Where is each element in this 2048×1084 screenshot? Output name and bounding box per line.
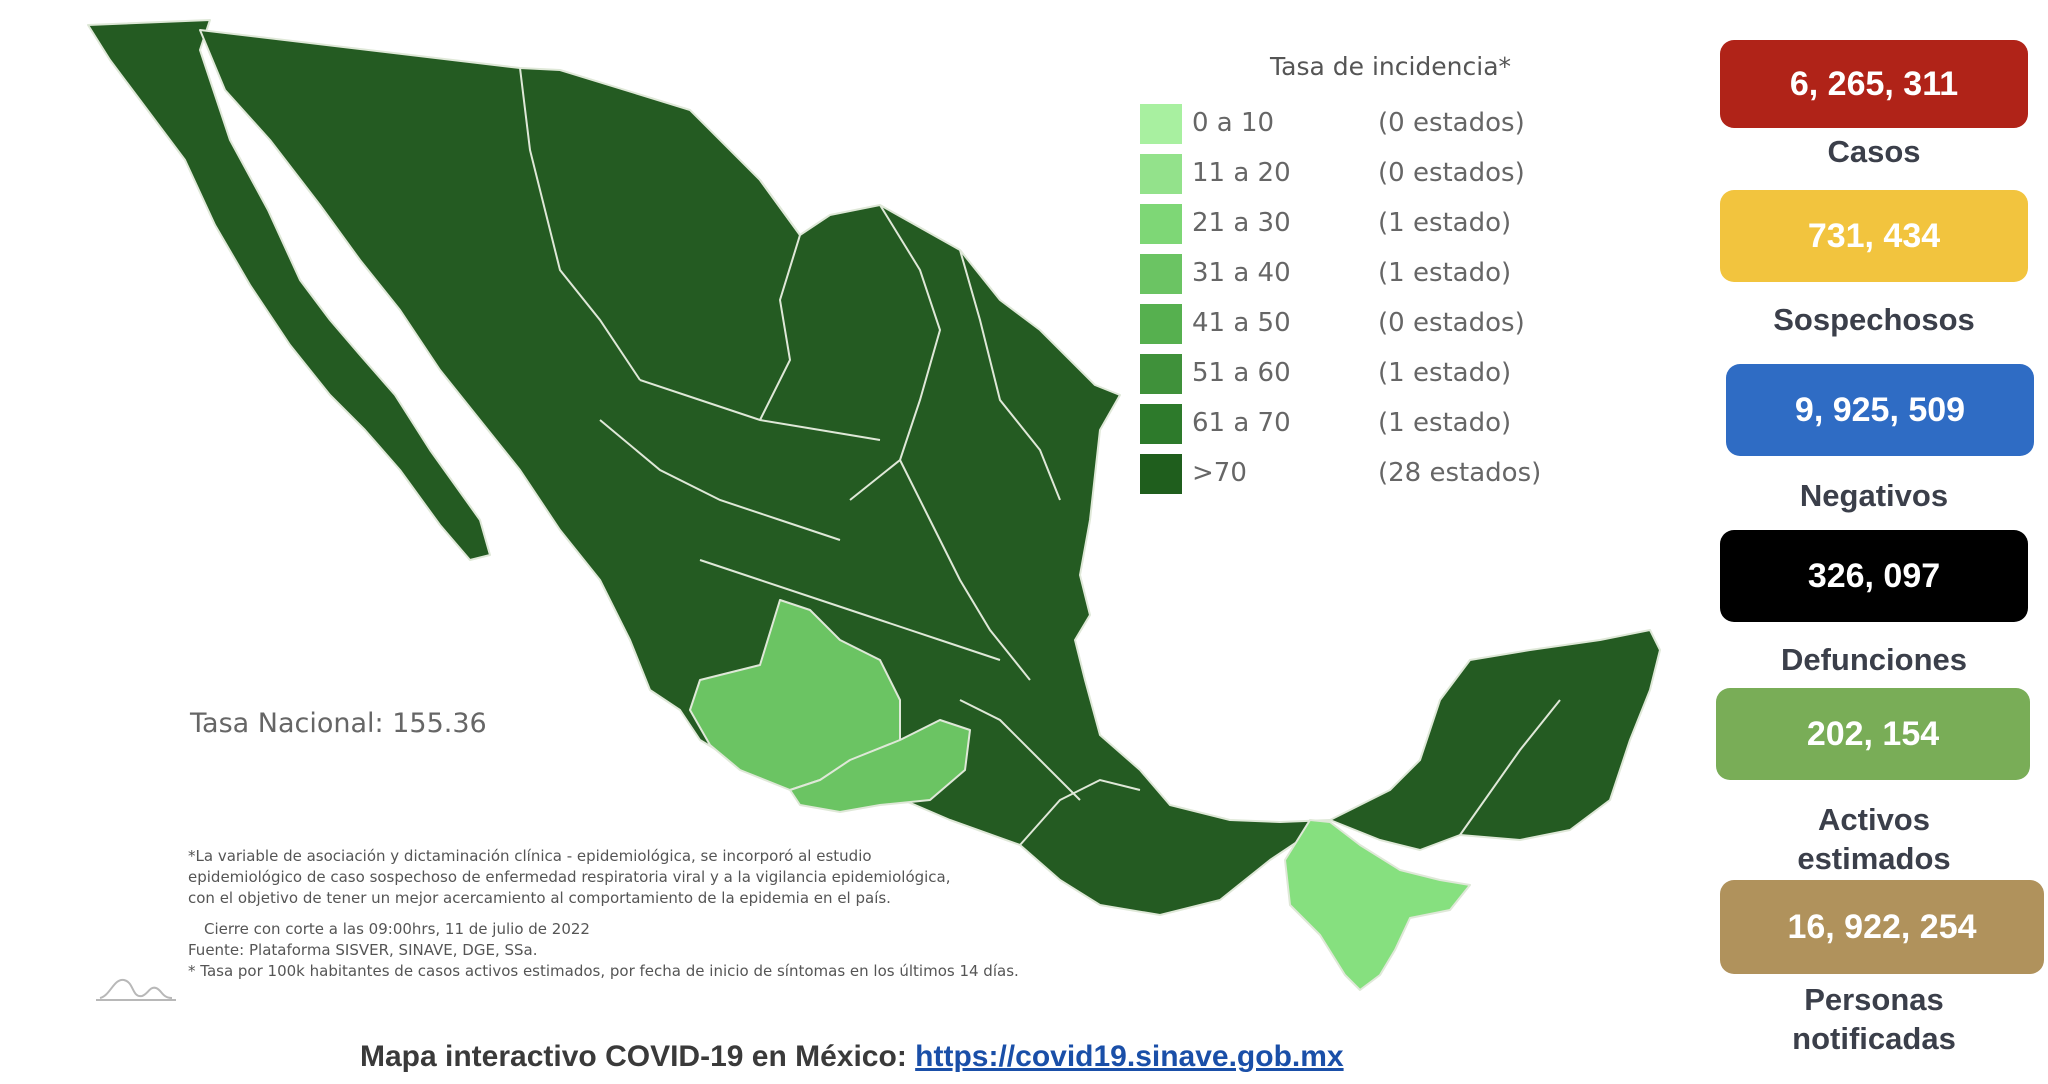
legend-range: >70	[1192, 458, 1247, 488]
legend-range: 41 a 50	[1192, 308, 1291, 338]
note-line-3: con el objetivo de tener un mejor acerca…	[188, 889, 891, 907]
stat-defunciones-label: Defunciones	[1780, 642, 1968, 677]
stat-casos-value: 6, 265, 311	[1789, 64, 1959, 103]
note-fuente: Fuente: Plataforma SISVER, SINAVE, DGE, …	[188, 941, 538, 959]
tasa-nacional: Tasa Nacional: 155.36	[190, 708, 487, 739]
legend-range: 61 a 70	[1192, 408, 1291, 438]
stat-personas-label-1: Personas	[1804, 982, 1944, 1017]
legend-row: 0 a 10 (0 estados)	[1140, 104, 1580, 144]
legend-count: (1 estado)	[1378, 208, 1512, 238]
legend-range: 51 a 60	[1192, 358, 1291, 388]
note-tasa: * Tasa por 100k habitantes de casos acti…	[188, 962, 1019, 980]
notes: *La variable de asociación y dictaminaci…	[188, 846, 1019, 982]
stat-sospechosos-value: 731, 434	[1807, 216, 1941, 255]
stat-personas-box: 16, 922, 254	[1720, 880, 2044, 974]
legend-count: (0 estados)	[1378, 308, 1525, 338]
chiapas-region[interactable]	[1284, 819, 1471, 991]
stat-activos-label-2: estimados	[1797, 841, 1951, 876]
stat-activos-label: Activos estimados	[1709, 800, 2039, 878]
stat-activos-box: 202, 154	[1716, 688, 2030, 780]
state-borders	[519, 67, 1561, 846]
footer-text: Mapa interactivo COVID-19 en México:	[360, 1040, 916, 1073]
stat-defunciones-box: 326, 097	[1720, 530, 2028, 622]
legend-swatch	[1140, 304, 1182, 344]
baja-california-peninsula[interactable]	[87, 19, 491, 561]
footer: Mapa interactivo COVID-19 en México: htt…	[360, 1040, 1344, 1074]
stat-personas-label: Personas notificadas	[1709, 980, 2039, 1058]
stat-activos-value: 202, 154	[1806, 714, 1940, 753]
legend-count: (1 estado)	[1378, 358, 1512, 388]
michoacan-region[interactable]	[789, 719, 971, 813]
legend-count: (1 estado)	[1378, 408, 1512, 438]
stat-negativos-value: 9, 925, 509	[1794, 390, 1966, 429]
legend-row: 51 a 60 (1 estado)	[1140, 354, 1580, 394]
footer-link[interactable]: https://covid19.sinave.gob.mx	[915, 1040, 1344, 1073]
legend-swatch	[1140, 454, 1182, 494]
legend-range: 31 a 40	[1192, 258, 1291, 288]
legend-swatch	[1140, 204, 1182, 244]
note-line-2: epidemiológico de caso sospechoso de enf…	[188, 868, 951, 886]
stat-negativos-label: Negativos	[1799, 478, 1949, 513]
stat-sospechosos-label: Sospechosos	[1773, 302, 1975, 337]
legend-count: (0 estados)	[1378, 158, 1525, 188]
logo-icon	[96, 978, 176, 1001]
legend-swatch	[1140, 254, 1182, 294]
legend-swatch	[1140, 104, 1182, 144]
legend-count: (0 estados)	[1378, 108, 1525, 138]
legend-row: 41 a 50 (0 estados)	[1140, 304, 1580, 344]
note-line-1: *La variable de asociación y dictaminaci…	[188, 847, 872, 865]
yucatan-peninsula[interactable]	[1329, 629, 1661, 851]
note-cierre: Cierre con corte a las 09:00hrs, 11 de j…	[204, 920, 590, 938]
legend-row: 21 a 30 (1 estado)	[1140, 204, 1580, 244]
legend-row: 11 a 20 (0 estados)	[1140, 154, 1580, 194]
legend-range: 0 a 10	[1192, 108, 1275, 138]
legend-range: 11 a 20	[1192, 158, 1291, 188]
stat-negativos-box: 9, 925, 509	[1726, 364, 2034, 456]
stat-personas-value: 16, 922, 254	[1787, 907, 1977, 946]
legend-row: 61 a 70 (1 estado)	[1140, 404, 1580, 444]
legend-swatch	[1140, 354, 1182, 394]
legend-swatch	[1140, 404, 1182, 444]
stat-personas-label-2: notificadas	[1792, 1021, 1956, 1056]
legend-range: 21 a 30	[1192, 208, 1291, 238]
stat-casos-label: Casos	[1827, 134, 1921, 169]
stat-activos-label-1: Activos	[1818, 802, 1930, 837]
legend-swatch	[1140, 154, 1182, 194]
legend-row: 31 a 40 (1 estado)	[1140, 254, 1580, 294]
legend-count: (28 estados)	[1378, 458, 1542, 488]
stat-casos-box: 6, 265, 311	[1720, 40, 2028, 128]
legend-count: (1 estado)	[1378, 258, 1512, 288]
stat-sospechosos-box: 731, 434	[1720, 190, 2028, 282]
stat-defunciones-value: 326, 097	[1807, 556, 1941, 595]
legend-title: Tasa de incidencia*	[1270, 52, 1512, 81]
legend-row: >70 (28 estados)	[1140, 454, 1580, 494]
